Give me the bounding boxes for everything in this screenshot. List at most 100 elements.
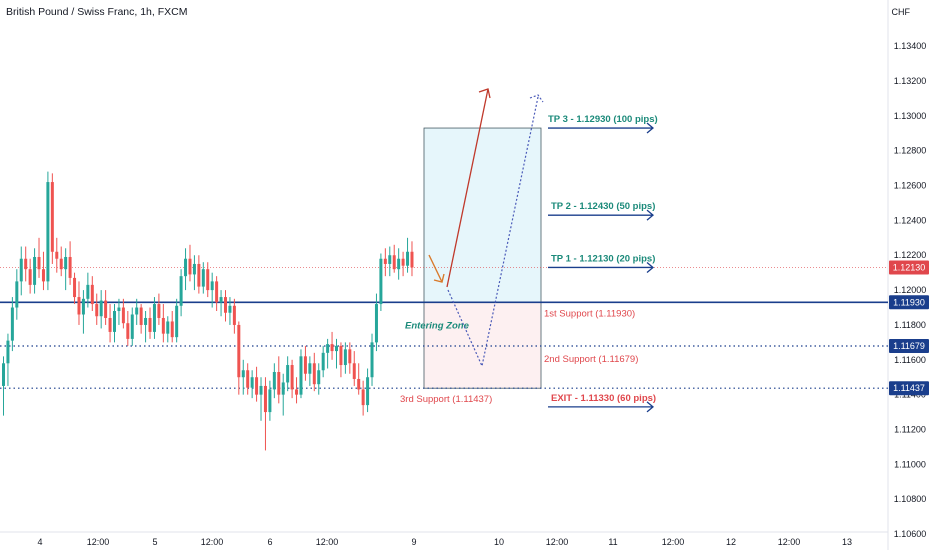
candle-body (46, 182, 50, 282)
time-tick-label: 6 (267, 537, 272, 547)
candle-body (303, 356, 307, 374)
candle-body (232, 305, 236, 325)
price-tick-label: 1.12000 (894, 285, 927, 295)
tp3-arrow-head (646, 122, 655, 134)
candle-body (308, 363, 312, 374)
price-tick-label: 1.11000 (894, 459, 926, 469)
tp2-label: TP 2 - 1.12430 (50 pips) (551, 201, 655, 212)
candle-body (161, 317, 165, 334)
candle-body (135, 307, 139, 315)
candle-body (184, 258, 188, 277)
time-tick-label: 11 (608, 537, 617, 547)
candle-body (175, 305, 179, 338)
candle-body (166, 321, 170, 334)
support3-label: 3rd Support (1.11437) (400, 394, 492, 405)
time-tick-label: 9 (411, 537, 416, 547)
bullish-path (446, 88, 489, 288)
candle-body (290, 365, 294, 390)
candle-body (326, 344, 330, 353)
time-tick-label: 12:00 (316, 537, 339, 547)
candle-body (144, 317, 148, 325)
candle-body (64, 256, 68, 270)
candle-body (170, 321, 174, 338)
time-tick-label: 4 (37, 537, 42, 547)
price-tick-label: 1.11600 (894, 355, 926, 365)
level-price-label: 1.11437 (893, 383, 925, 393)
candle-body (179, 276, 183, 306)
time-tick-label: 10 (494, 537, 504, 547)
time-tick-label: 5 (152, 537, 157, 547)
symbol-title: British Pound / Swiss Franc, 1h, FXCM (6, 6, 188, 18)
candle-body (6, 340, 10, 364)
currency-label: CHF (891, 7, 911, 17)
candle-body (379, 258, 383, 305)
profit-zone (423, 127, 542, 303)
candle-body (348, 349, 352, 364)
candle-body (383, 258, 387, 264)
exit-arrow-head (646, 401, 655, 413)
candle-body (10, 307, 14, 341)
price-tick-label: 1.12200 (894, 250, 927, 260)
candle-body (237, 324, 241, 378)
bullish-path-head (478, 88, 491, 99)
candle-body (268, 389, 272, 413)
level-price-tag (889, 381, 929, 396)
candle-body (24, 258, 28, 270)
candle-body (366, 377, 370, 406)
price-tick-label: 1.12400 (894, 215, 927, 225)
alternate-path-head (529, 94, 544, 103)
candle-body (263, 385, 267, 413)
candle-body (286, 365, 290, 383)
entry-arrow (428, 254, 443, 283)
candle-body (392, 255, 396, 270)
level-price-tag (889, 295, 929, 310)
candle-body (19, 258, 23, 282)
candle-body (130, 314, 134, 339)
candle-body (228, 305, 232, 313)
candle-body (50, 182, 54, 252)
candle-body (370, 342, 374, 378)
entering-zone-label: Entering Zone (405, 320, 470, 331)
candle-body (215, 281, 219, 303)
candle-body (99, 300, 103, 317)
tp2-arrow-head (646, 209, 655, 221)
price-tick-label: 1.12600 (894, 181, 927, 191)
candle-body (28, 269, 32, 285)
candle-body (104, 300, 108, 318)
candle-body (374, 304, 378, 343)
candle-body (108, 317, 112, 332)
candle-body (330, 344, 334, 352)
candle-body (197, 263, 201, 287)
candle-body (55, 251, 59, 259)
last-price-tag (889, 260, 929, 275)
candle-body (321, 352, 325, 371)
candle-body (81, 298, 85, 315)
time-tick-label: 12:00 (778, 537, 801, 547)
candle-body (388, 255, 392, 264)
candle-body (201, 269, 205, 287)
candle-body (317, 370, 321, 385)
time-tick-label: 12:00 (662, 537, 685, 547)
candle-body (77, 297, 81, 315)
candle-body (224, 297, 227, 313)
price-tick-label: 1.11800 (894, 320, 926, 330)
stop-zone (423, 301, 542, 389)
candle-body (343, 349, 347, 366)
candle-body (126, 323, 130, 339)
candle-body (188, 258, 192, 275)
candle-body (206, 269, 210, 291)
entry-arrow-head (433, 273, 445, 283)
candle-body (121, 307, 125, 324)
candle-body (361, 389, 365, 406)
candle-body (90, 284, 94, 305)
time-tick-label: 13 (842, 537, 852, 547)
time-tick-label: 12:00 (201, 537, 224, 547)
candle-body (2, 363, 5, 386)
candle-body (397, 258, 401, 270)
price-tick-label: 1.13400 (894, 41, 927, 51)
price-tick-label: 1.12800 (894, 146, 927, 156)
price-tick-label: 1.11200 (894, 425, 926, 435)
support2-label: 2nd Support (1.11679) (544, 354, 638, 365)
price-tick-label: 1.10800 (894, 494, 927, 504)
